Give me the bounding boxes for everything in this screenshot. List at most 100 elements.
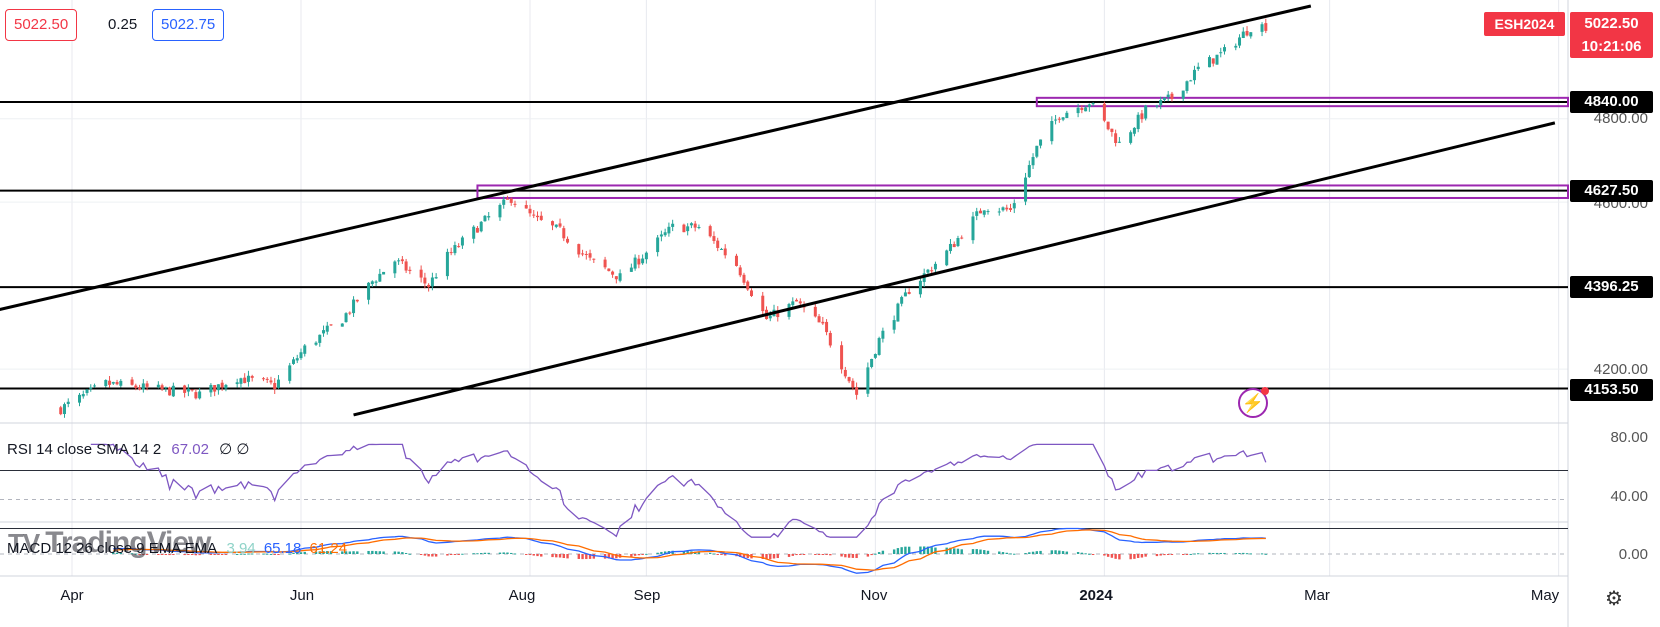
level-label-4396[interactable]: 4396.25	[1570, 276, 1653, 298]
macd-histogram-bar	[326, 551, 329, 554]
candle-body	[933, 263, 937, 270]
macd-histogram-bar	[799, 554, 802, 555]
candle-body	[59, 407, 63, 415]
candle-body	[291, 359, 295, 364]
candle-body	[948, 243, 952, 252]
macd-histogram-bar	[979, 549, 982, 554]
trend-line	[0, 4, 1312, 311]
macd-histogram-bar	[611, 554, 614, 559]
trend-channel[interactable]	[0, 4, 1556, 417]
candle-body	[457, 246, 461, 248]
last-price-badge: 5022.50 10:21:06	[1570, 12, 1653, 58]
time-axis-label: Mar	[1304, 587, 1330, 604]
macd-histogram-bar	[975, 549, 978, 554]
macd-histogram-bar	[1091, 554, 1095, 555]
macd-histogram-bar	[419, 554, 423, 555]
candle-body	[1087, 104, 1091, 107]
candle-body	[738, 267, 742, 276]
candle-body	[851, 380, 855, 388]
tradingview-logo-icon: TV	[8, 528, 40, 558]
candle-body	[870, 358, 874, 367]
macd-histogram-bar	[772, 554, 776, 559]
macd-histogram-bar	[1170, 554, 1174, 555]
macd-histogram-bar	[528, 554, 532, 555]
macd-histogram-bar	[592, 554, 596, 559]
macd-histogram-bar	[348, 551, 352, 554]
macd-histogram-bar	[663, 551, 667, 554]
candle-body	[693, 223, 697, 228]
macd-legend[interactable]: MACD 12 26 close 9 EMA EMA 3.94 65.18 61…	[7, 540, 347, 557]
macd-histogram-bar	[292, 552, 295, 554]
candle-body	[246, 375, 250, 382]
macd-histogram-bar	[761, 554, 764, 560]
macd-histogram-bar	[949, 547, 952, 554]
candle-body	[1057, 118, 1061, 120]
candle-body	[1110, 128, 1114, 132]
candle-body	[1155, 105, 1159, 107]
macd-histogram-bar	[374, 551, 378, 554]
candle-body	[108, 380, 112, 385]
macd-histogram-bar	[960, 549, 963, 554]
level-label-4153[interactable]: 4153.50	[1570, 379, 1653, 401]
horizontal-levels[interactable]	[0, 101, 1568, 390]
candle-body	[866, 367, 870, 394]
candle-body	[393, 261, 397, 274]
rsi-line	[90, 443, 1267, 538]
macd-histogram-bar	[224, 554, 228, 555]
candle-body	[1114, 133, 1118, 144]
candle-body	[239, 378, 243, 384]
candle-body	[551, 221, 555, 226]
candle-body	[314, 342, 318, 345]
candle-body	[528, 208, 532, 214]
candle-body	[903, 292, 907, 297]
candle-body	[322, 330, 326, 334]
macd-histogram-bar	[502, 552, 505, 554]
lightning-alert-icon[interactable]: ⚡	[1238, 387, 1269, 418]
macd-histogram-bar	[142, 554, 145, 555]
level-label-4627[interactable]: 4627.50	[1570, 180, 1653, 202]
macd-histogram-bar	[1208, 552, 1211, 554]
candle-body	[539, 215, 543, 220]
buy-price-button[interactable]: 5022.75	[152, 9, 225, 41]
candle-body	[1132, 127, 1136, 134]
candle-body	[577, 244, 581, 255]
macd-histogram-bar	[802, 554, 806, 555]
candle-body	[1189, 80, 1193, 82]
candle-body	[445, 251, 449, 277]
sell-price-button[interactable]: 5022.50	[5, 9, 78, 41]
macd-histogram-bar	[983, 550, 986, 554]
candle-body	[374, 281, 378, 283]
macd-histogram-bar	[851, 554, 855, 558]
macd-histogram-bar	[562, 554, 565, 559]
macd-histogram-bar	[930, 547, 933, 554]
macd-histogram-bar	[1054, 550, 1057, 554]
candle-body	[795, 299, 799, 302]
rsi-axis-label: 80.00	[1610, 429, 1648, 446]
macd-histogram-bar	[855, 554, 858, 559]
candle-body	[400, 259, 404, 262]
candle-body	[843, 369, 847, 377]
candle-body	[1039, 139, 1043, 146]
candle-body	[78, 394, 82, 403]
resistance-zones[interactable]	[476, 96, 1569, 199]
macd-histogram-bar	[1215, 552, 1219, 554]
macd-histogram-bar	[720, 554, 723, 555]
candle-body	[453, 245, 457, 254]
candle-body	[1215, 54, 1219, 65]
candle-body	[1260, 24, 1264, 32]
macd-histogram-bar	[112, 552, 115, 554]
candle-body	[1249, 32, 1253, 37]
macd-histogram-bar	[404, 552, 408, 554]
candle-body	[562, 228, 566, 239]
macd-histogram-bar	[479, 552, 483, 554]
level-label-4840[interactable]: 4840.00	[1570, 91, 1653, 113]
macd-histogram-bar	[907, 546, 911, 554]
candle-body	[1170, 93, 1174, 99]
rsi-axis-label: 40.00	[1610, 488, 1648, 505]
settings-icon[interactable]: ⚙	[1605, 588, 1623, 610]
macd-histogram-bar	[262, 553, 265, 555]
rsi-legend[interactable]: RSI 14 close SMA 14 2 67.02 ∅ ∅	[7, 440, 249, 458]
candle-body	[427, 284, 431, 288]
candle-body	[288, 365, 292, 381]
